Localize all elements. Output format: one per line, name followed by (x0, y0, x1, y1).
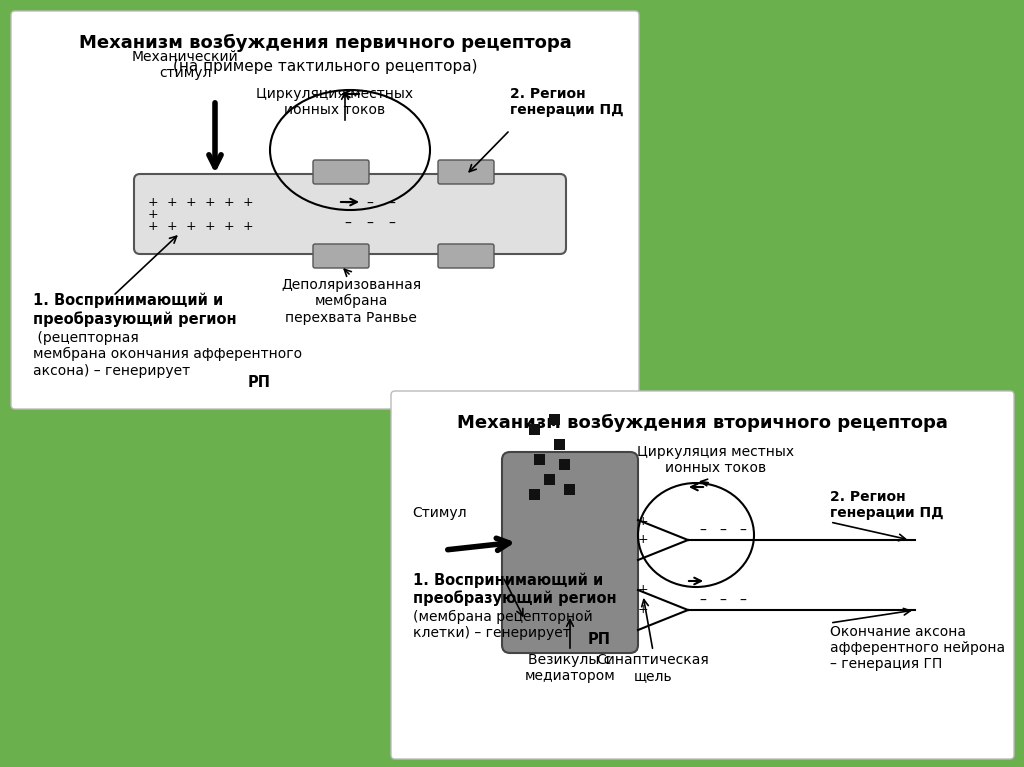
Text: +: + (223, 196, 234, 209)
Text: –: – (739, 524, 746, 538)
Text: +: + (638, 583, 648, 596)
Text: –: – (699, 524, 707, 538)
Text: 1. Воспринимающий и
преобразующий регион: 1. Воспринимающий и преобразующий регион (33, 293, 237, 327)
Text: +: + (638, 515, 648, 528)
Text: +: + (205, 219, 215, 232)
Text: +: + (223, 219, 234, 232)
Bar (544, 474, 555, 485)
Bar (559, 459, 570, 470)
Text: РП: РП (588, 632, 611, 647)
FancyBboxPatch shape (438, 160, 494, 184)
Text: –: – (388, 197, 395, 211)
Text: Стимул: Стимул (413, 506, 467, 520)
FancyBboxPatch shape (11, 11, 639, 409)
Text: РП: РП (248, 375, 271, 390)
Text: +: + (205, 196, 215, 209)
Text: 1. Воспринимающий и
преобразующий регион: 1. Воспринимающий и преобразующий регион (413, 572, 616, 606)
Text: –: – (367, 197, 374, 211)
Text: +: + (147, 208, 159, 220)
Text: 2. Регион
генерации ПД: 2. Регион генерации ПД (830, 490, 944, 520)
Text: Механизм возбуждения вторичного рецептора: Механизм возбуждения вторичного рецептор… (457, 414, 948, 432)
Text: +: + (638, 533, 648, 546)
Text: +: + (243, 196, 253, 209)
Text: +: + (243, 219, 253, 232)
Text: Деполяризованная
мембрана
перехвата Ранвье: Деполяризованная мембрана перехвата Ранв… (281, 278, 421, 324)
Text: –: – (344, 217, 351, 231)
Text: Синаптическая
щель: Синаптическая щель (597, 653, 710, 683)
Text: Циркуляция местных
ионных токов: Циркуляция местных ионных токов (637, 445, 795, 476)
Bar (549, 414, 560, 425)
Text: Окончание аксона
афферентного нейрона
– генерация ГП: Окончание аксона афферентного нейрона – … (830, 625, 1006, 671)
Text: –: – (739, 594, 746, 608)
Text: (на примере тактильного рецептора): (на примере тактильного рецептора) (173, 60, 477, 74)
Text: –: – (388, 217, 395, 231)
Text: –: – (367, 217, 374, 231)
Text: Механизм возбуждения первичного рецептора: Механизм возбуждения первичного рецептор… (79, 34, 571, 52)
FancyBboxPatch shape (313, 160, 369, 184)
FancyBboxPatch shape (313, 244, 369, 268)
FancyBboxPatch shape (438, 244, 494, 268)
Text: +: + (638, 603, 648, 616)
Text: (мембрана рецепторной
клетки) – генерирует: (мембрана рецепторной клетки) – генериру… (413, 610, 593, 640)
Text: Циркуляция местных
ионных токов: Циркуляция местных ионных токов (256, 87, 414, 117)
FancyBboxPatch shape (391, 391, 1014, 759)
Text: –: – (720, 594, 726, 608)
Text: +: + (147, 219, 159, 232)
Text: –: – (344, 197, 351, 211)
Text: +: + (185, 219, 197, 232)
Text: 2. Регион
генерации ПД: 2. Регион генерации ПД (510, 87, 624, 117)
Text: Везикулы с
медиатором: Везикулы с медиатором (524, 653, 615, 683)
Text: –: – (699, 594, 707, 608)
FancyBboxPatch shape (502, 452, 638, 653)
Text: Механический
стимул: Механический стимул (132, 50, 239, 80)
Bar (554, 439, 565, 450)
Bar (534, 454, 545, 465)
FancyBboxPatch shape (134, 174, 566, 254)
Text: +: + (167, 196, 177, 209)
Bar (529, 489, 540, 500)
Text: +: + (167, 219, 177, 232)
Bar (564, 484, 575, 495)
Text: +: + (147, 196, 159, 209)
Text: +: + (185, 196, 197, 209)
Text: –: – (720, 524, 726, 538)
Text: (рецепторная
мембрана окончания афферентного
аксона) – генерирует: (рецепторная мембрана окончания афферент… (33, 331, 302, 377)
Bar (529, 424, 540, 435)
